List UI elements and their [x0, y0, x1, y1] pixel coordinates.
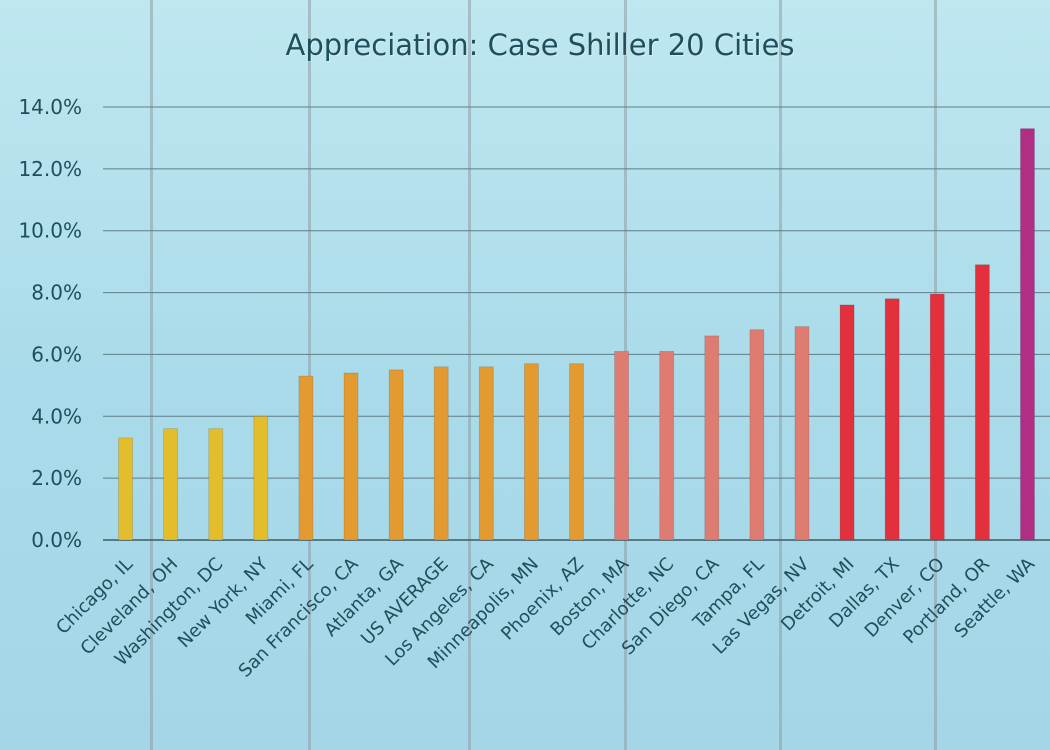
bar	[839, 304, 855, 541]
chart-title: Appreciation: Case Shiller 20 Cities	[285, 28, 795, 62]
bar	[163, 428, 179, 541]
y-tick-label: 4.0%	[31, 404, 82, 428]
bar	[614, 350, 629, 541]
bar	[569, 363, 584, 541]
bar	[974, 264, 990, 541]
y-tick-label: 6.0%	[31, 342, 82, 366]
y-tick-label: 8.0%	[31, 281, 82, 305]
y-tick-label: 0.0%	[31, 528, 82, 552]
bar	[118, 437, 133, 541]
bar	[929, 293, 945, 541]
bar	[388, 369, 404, 541]
bar	[208, 428, 224, 541]
y-tick-label: 10.0%	[18, 219, 82, 243]
bar	[749, 329, 765, 541]
plank-seam	[308, 0, 311, 750]
plank-seam	[468, 0, 471, 750]
bar	[343, 372, 359, 541]
bar	[884, 298, 900, 541]
bar	[433, 366, 449, 541]
plank-seam	[779, 0, 782, 750]
bar	[524, 363, 539, 541]
bar	[794, 326, 810, 541]
bar	[704, 335, 720, 541]
y-tick-label: 2.0%	[31, 466, 82, 490]
plank-seam	[150, 0, 153, 750]
y-tick-label: 12.0%	[18, 157, 82, 181]
bar	[1020, 128, 1035, 541]
bar	[253, 415, 269, 541]
bar	[478, 366, 494, 541]
bar	[659, 350, 675, 541]
y-tick-label: 14.0%	[18, 95, 82, 119]
bar	[298, 375, 314, 541]
